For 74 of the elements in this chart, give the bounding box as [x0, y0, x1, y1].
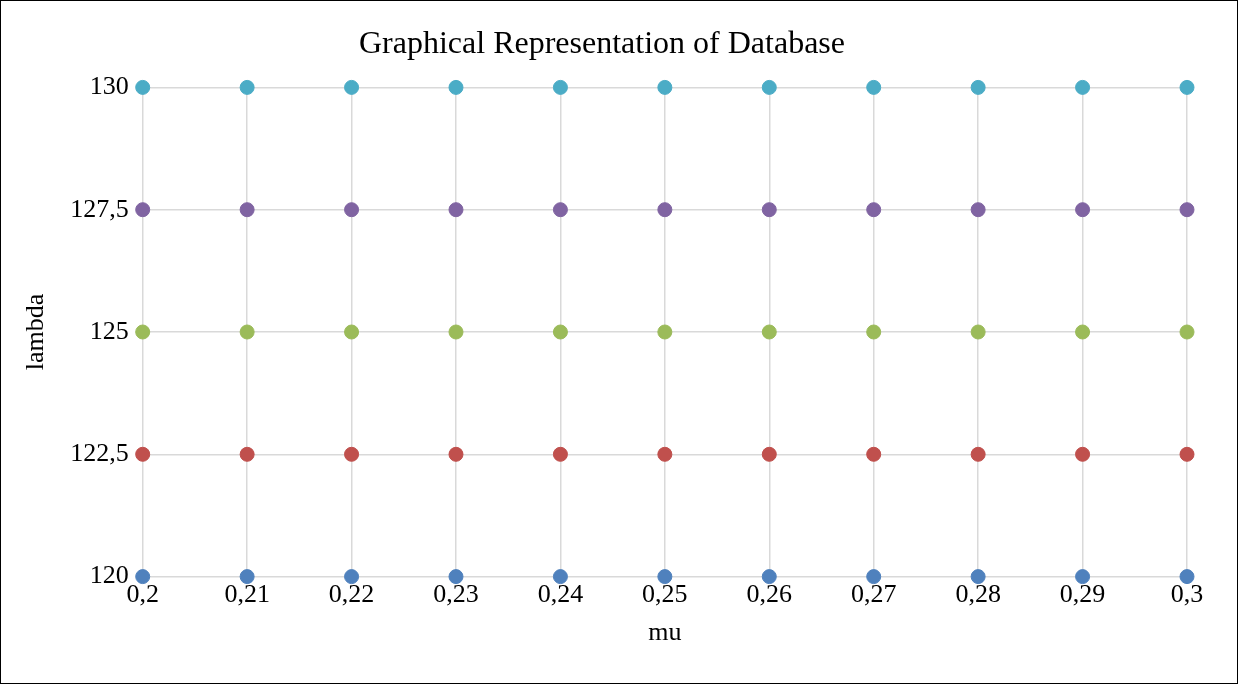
- point: [344, 569, 360, 585]
- point: [761, 569, 777, 585]
- point: [552, 446, 568, 462]
- point: [344, 324, 360, 340]
- point: [970, 446, 986, 462]
- point: [970, 324, 986, 340]
- x-tick-label: 0,2: [126, 579, 159, 609]
- point: [657, 446, 673, 462]
- x-tick-label: 0,24: [537, 579, 584, 609]
- point: [761, 446, 777, 462]
- point: [761, 79, 777, 95]
- point: [866, 79, 882, 95]
- x-tick-label: 0,27: [850, 579, 897, 609]
- point: [1075, 79, 1091, 95]
- y-axis-title: lambda: [20, 293, 50, 371]
- point: [1179, 202, 1195, 218]
- y-tick-label: 127,5: [70, 193, 129, 223]
- point: [1179, 446, 1195, 462]
- point: [1075, 569, 1091, 585]
- point: [448, 569, 464, 585]
- point: [448, 446, 464, 462]
- point: [866, 569, 882, 585]
- x-tick-label: 0,3: [1170, 579, 1204, 609]
- point: [970, 79, 986, 95]
- point: [344, 446, 360, 462]
- point: [135, 79, 151, 95]
- y-tick-label: 120: [89, 560, 129, 590]
- x-axis-title: mu: [648, 617, 682, 647]
- point: [866, 202, 882, 218]
- x-tick-label: 0,22: [328, 579, 375, 609]
- point: [239, 202, 255, 218]
- point: [135, 569, 151, 585]
- point: [239, 569, 255, 585]
- point: [657, 79, 673, 95]
- point: [344, 202, 360, 218]
- x-tick-label: 0,28: [955, 579, 1001, 609]
- point: [552, 202, 568, 218]
- point: [761, 202, 777, 218]
- point: [552, 79, 568, 95]
- point: [448, 202, 464, 218]
- point: [866, 324, 882, 340]
- point: [552, 324, 568, 340]
- point: [1179, 324, 1195, 340]
- point: [135, 324, 151, 340]
- point: [657, 202, 673, 218]
- point: [1179, 569, 1195, 585]
- x-tick-label: 0,21: [224, 579, 270, 609]
- y-tick-label: 130: [89, 71, 129, 101]
- point: [970, 569, 986, 585]
- x-tick-label: 0,23: [433, 579, 479, 609]
- point: [552, 569, 568, 585]
- chart-title: Graphical Representation of Database: [358, 23, 846, 60]
- point: [135, 446, 151, 462]
- point: [448, 79, 464, 95]
- point: [657, 324, 673, 340]
- point: [1179, 79, 1195, 95]
- point: [1075, 202, 1091, 218]
- point: [1075, 324, 1091, 340]
- point: [1075, 446, 1091, 462]
- y-tick-label: 122,5: [70, 438, 129, 468]
- x-tick-label: 0,25: [642, 579, 688, 609]
- point: [448, 324, 464, 340]
- point: [239, 324, 255, 340]
- x-tick-label: 0,26: [746, 579, 793, 609]
- point: [657, 569, 673, 585]
- point: [344, 79, 360, 95]
- point: [239, 446, 255, 462]
- point: [239, 79, 255, 95]
- point: [135, 202, 151, 218]
- y-tick-label: 125: [89, 315, 129, 345]
- point: [761, 324, 777, 340]
- point: [970, 202, 986, 218]
- point: [866, 446, 882, 462]
- x-tick-label: 0,29: [1059, 579, 1106, 609]
